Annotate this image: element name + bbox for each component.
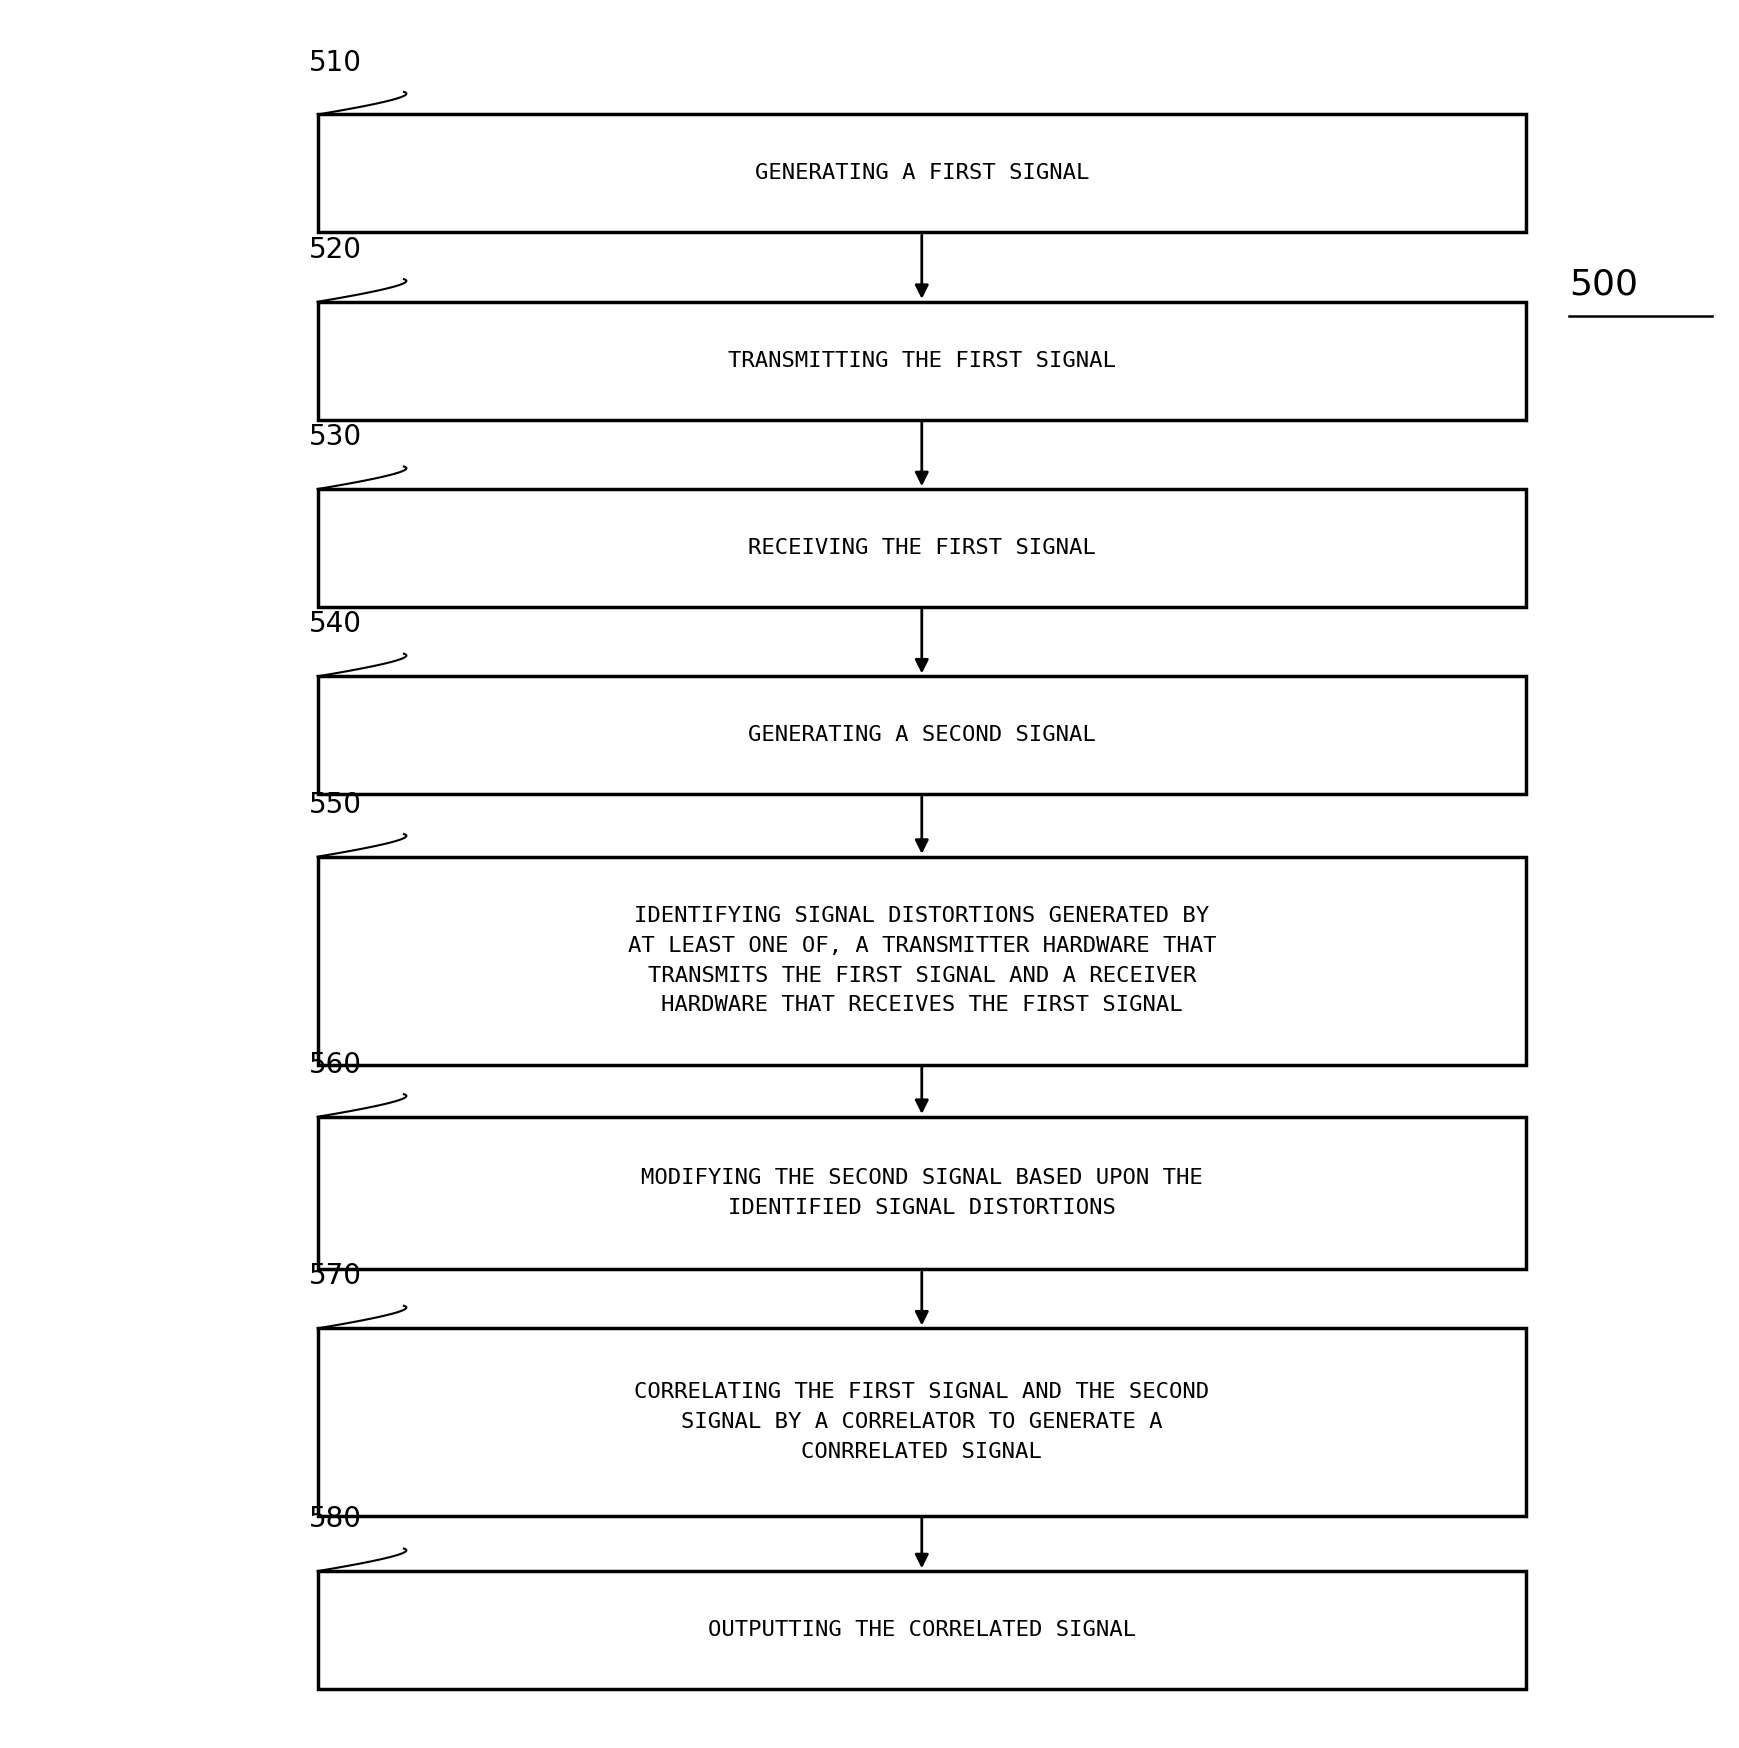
FancyBboxPatch shape	[318, 114, 1525, 232]
Text: OUTPUTTING THE CORRELATED SIGNAL: OUTPUTTING THE CORRELATED SIGNAL	[708, 1620, 1136, 1640]
FancyBboxPatch shape	[318, 857, 1525, 1065]
Text: 540: 540	[310, 610, 362, 638]
Text: 580: 580	[310, 1505, 362, 1533]
FancyBboxPatch shape	[318, 676, 1525, 794]
Text: GENERATING A SECOND SIGNAL: GENERATING A SECOND SIGNAL	[748, 725, 1096, 745]
Text: TRANSMITTING THE FIRST SIGNAL: TRANSMITTING THE FIRST SIGNAL	[727, 351, 1115, 371]
Text: 550: 550	[310, 790, 362, 818]
Text: IDENTIFYING SIGNAL DISTORTIONS GENERATED BY
AT LEAST ONE OF, A TRANSMITTER HARDW: IDENTIFYING SIGNAL DISTORTIONS GENERATED…	[628, 905, 1216, 1016]
FancyBboxPatch shape	[318, 302, 1525, 420]
FancyBboxPatch shape	[318, 1571, 1525, 1689]
Text: RECEIVING THE FIRST SIGNAL: RECEIVING THE FIRST SIGNAL	[748, 538, 1096, 558]
Text: 510: 510	[310, 49, 362, 77]
Text: MODIFYING THE SECOND SIGNAL BASED UPON THE
IDENTIFIED SIGNAL DISTORTIONS: MODIFYING THE SECOND SIGNAL BASED UPON T…	[640, 1168, 1202, 1218]
Text: 520: 520	[310, 236, 362, 264]
FancyBboxPatch shape	[318, 1117, 1525, 1269]
FancyBboxPatch shape	[318, 489, 1525, 607]
Text: 570: 570	[310, 1262, 362, 1290]
FancyBboxPatch shape	[318, 1328, 1525, 1516]
Text: CORRELATING THE FIRST SIGNAL AND THE SECOND
SIGNAL BY A CORRELATOR TO GENERATE A: CORRELATING THE FIRST SIGNAL AND THE SEC…	[633, 1383, 1209, 1461]
Text: GENERATING A FIRST SIGNAL: GENERATING A FIRST SIGNAL	[755, 163, 1089, 184]
Text: 500: 500	[1569, 267, 1636, 301]
Text: 530: 530	[310, 423, 362, 451]
Text: 560: 560	[310, 1051, 362, 1079]
